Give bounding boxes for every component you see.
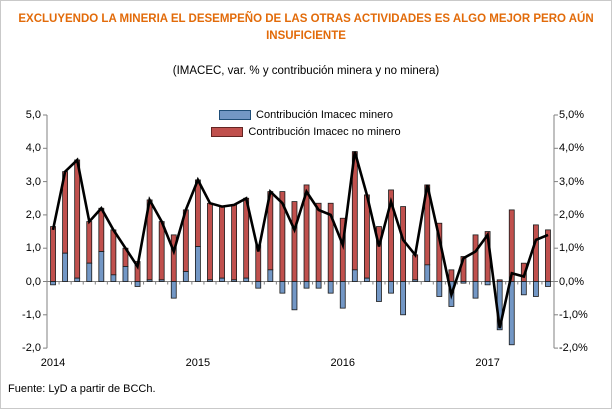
bar-mining xyxy=(436,281,443,297)
bar-mining xyxy=(74,277,81,282)
bar-mining xyxy=(207,279,213,282)
bar-mining xyxy=(400,281,407,316)
bar-nonmining xyxy=(291,201,298,282)
bar-mining xyxy=(363,277,370,282)
bar-nonmining xyxy=(315,202,322,282)
bar-mining xyxy=(267,269,274,282)
bar-mining xyxy=(219,277,225,282)
y-axis-label-right: -1,0% xyxy=(559,308,588,321)
bar-nonmining xyxy=(219,206,225,279)
bar-mining xyxy=(279,281,286,294)
bar-nonmining xyxy=(98,207,105,252)
total-line xyxy=(51,151,549,329)
bar-mining xyxy=(339,281,346,309)
bar-mining xyxy=(376,281,382,302)
legend-label-mining: Contribución Imacec minero xyxy=(256,109,393,121)
chart-subtitle: (IMACEC, var. % y contribución minera y … xyxy=(172,65,440,77)
bar-mining xyxy=(194,246,201,282)
y-axis-label-right: 3,0% xyxy=(559,175,585,188)
x-axis-label-year: 2015 xyxy=(185,357,211,369)
bar-nonmining xyxy=(508,209,515,282)
bar-mining xyxy=(146,279,153,282)
x-axis-label-year: 2017 xyxy=(475,357,500,369)
y-axis-label-left: 4,0 xyxy=(25,142,41,155)
bar-nonmining xyxy=(412,254,419,281)
bar-mining xyxy=(532,281,539,297)
bar-mining xyxy=(134,281,141,287)
bar-mining xyxy=(327,281,334,294)
bar-mining xyxy=(170,281,177,299)
y-axis-label-left: 1,0 xyxy=(25,242,41,255)
source-note: Fuente: LyD a partir de BCCh. xyxy=(8,383,156,395)
bar-mining xyxy=(545,281,551,287)
bar-mining xyxy=(62,252,69,282)
legend-label-nonmining: Contribución Imacec no minero xyxy=(248,126,401,138)
bar-mining xyxy=(110,274,117,282)
y-axis-label-left: 3,0 xyxy=(25,175,41,188)
y-axis-label-left: -2,0 xyxy=(22,342,41,355)
y-axis-label-right: 5,0% xyxy=(559,109,585,121)
bar-mining xyxy=(460,281,467,284)
bar-mining xyxy=(388,281,394,294)
x-axis-label-year: 2014 xyxy=(40,357,66,369)
chart-legend: Contribución Imacec minero Contribución … xyxy=(1,109,611,138)
bar-mining xyxy=(424,264,431,282)
bar-mining xyxy=(182,271,189,282)
bar-nonmining xyxy=(50,226,56,282)
bar-mining xyxy=(412,279,419,282)
legend-swatch-mining-icon xyxy=(219,110,252,120)
bar-nonmining xyxy=(207,202,213,281)
y-axis-label-left: -1,0 xyxy=(22,308,41,321)
y-axis-label-left: 2,0 xyxy=(25,208,41,221)
bar-mining xyxy=(520,281,527,296)
y-axis-label-right: 4,0% xyxy=(559,142,585,155)
y-axis-label-left: 5,0 xyxy=(25,109,41,121)
x-axis-label-year: 2016 xyxy=(330,357,355,369)
bar-mining xyxy=(315,281,322,289)
bar-mining xyxy=(86,262,93,282)
bar-mining xyxy=(158,279,165,282)
chart-title: EXCLUYENDO LA MINERIA EL DESEMPEÑO DE LA… xyxy=(18,13,594,42)
bar-nonmining xyxy=(231,204,238,281)
y-axis-label-left: 0,0 xyxy=(25,275,41,288)
bar-nonmining xyxy=(448,269,455,282)
legend-swatch-nonmining-icon xyxy=(211,127,244,137)
bar-mining xyxy=(508,281,515,346)
bar-mining xyxy=(303,281,310,289)
bar-mining xyxy=(50,281,56,286)
legend-item-nonmining: Contribución Imacec no minero xyxy=(211,126,401,138)
bar-mining xyxy=(122,266,129,282)
bar-nonmining xyxy=(158,221,165,281)
bar-nonmining xyxy=(545,229,551,282)
bar-nonmining xyxy=(74,159,81,279)
bar-nonmining xyxy=(532,224,539,282)
y-axis-label-right: 0,0% xyxy=(559,275,585,288)
bar-nonmining xyxy=(472,234,479,282)
bar-nonmining xyxy=(110,229,117,276)
bar-nonmining xyxy=(86,221,93,264)
y-axis-label-right: 2,0% xyxy=(559,208,585,221)
legend-item-mining: Contribución Imacec minero xyxy=(219,109,393,121)
bar-nonmining xyxy=(194,179,201,247)
bar-mining xyxy=(291,281,298,311)
bar-mining xyxy=(472,281,479,299)
bar-mining xyxy=(231,279,238,282)
y-axis-label-right: -2,0% xyxy=(559,342,588,355)
bar-mining xyxy=(484,281,491,286)
bar-mining xyxy=(351,269,358,282)
bar-mining xyxy=(243,277,250,282)
bar-mining xyxy=(255,281,262,289)
y-axis-label-right: 1,0% xyxy=(559,242,585,255)
bar-mining xyxy=(98,251,105,282)
